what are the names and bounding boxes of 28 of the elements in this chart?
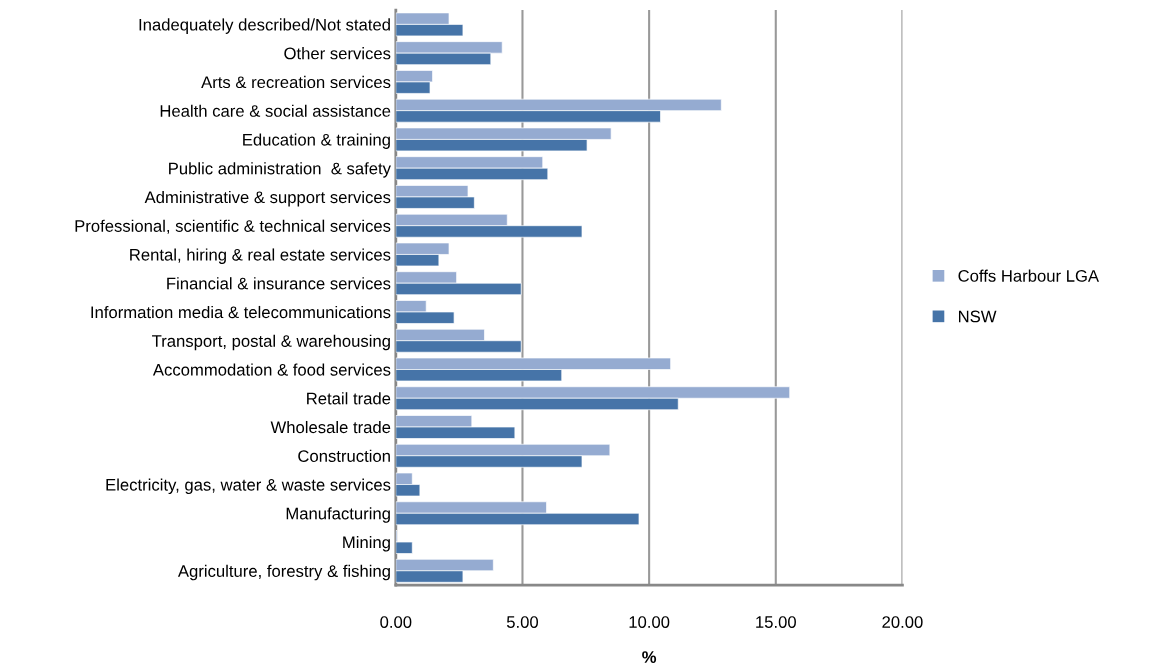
y-tick-label: Transport, postal & warehousing xyxy=(152,334,390,351)
y-tick-label: Accommodation & food services xyxy=(152,363,391,376)
x-tick-label: 5.00 xyxy=(506,616,539,628)
y-tick-label: Public administration & safety xyxy=(169,162,391,178)
y-tick-label: Manufacturing xyxy=(286,507,390,523)
y-tick-label: Inadequately described/Not stated xyxy=(139,18,390,34)
y-tick-label: Electricity, gas, water & waste services xyxy=(106,478,391,495)
y-tick-label: Professional, scientific & technical services xyxy=(75,219,391,234)
y-tick-label: Agriculture, forestry & fishing xyxy=(177,564,390,581)
y-tick-label: Information media & telecommunications xyxy=(91,305,391,319)
y-tick-label: Health care & social assistance xyxy=(160,104,391,117)
y-tick-label: Education & training xyxy=(243,133,390,149)
x-axis-title: % xyxy=(642,651,657,663)
x-tick-label: 15.00 xyxy=(756,616,796,628)
legend-label: NSW xyxy=(958,310,997,323)
y-tick-label: Construction xyxy=(298,449,390,462)
x-tick-label: 10.00 xyxy=(629,616,670,628)
y-tick-label: Administrative & support services xyxy=(144,190,391,207)
x-tick-label: 20.00 xyxy=(882,616,923,628)
y-tick-label: Mining xyxy=(343,535,390,552)
y-tick-label: Other services xyxy=(284,47,391,60)
y-tick-label: Arts & recreation services xyxy=(201,75,391,89)
y-tick-label: Wholesale trade xyxy=(270,420,391,434)
y-tick-label: Retail trade xyxy=(307,392,391,405)
y-tick-label: Financial & insurance services xyxy=(167,277,391,290)
x-tick-label: 0.00 xyxy=(380,616,412,628)
y-tick-label: Rental, hiring & real estate services xyxy=(130,248,391,264)
legend-label: Coffs Harbour LGA xyxy=(958,269,1100,282)
